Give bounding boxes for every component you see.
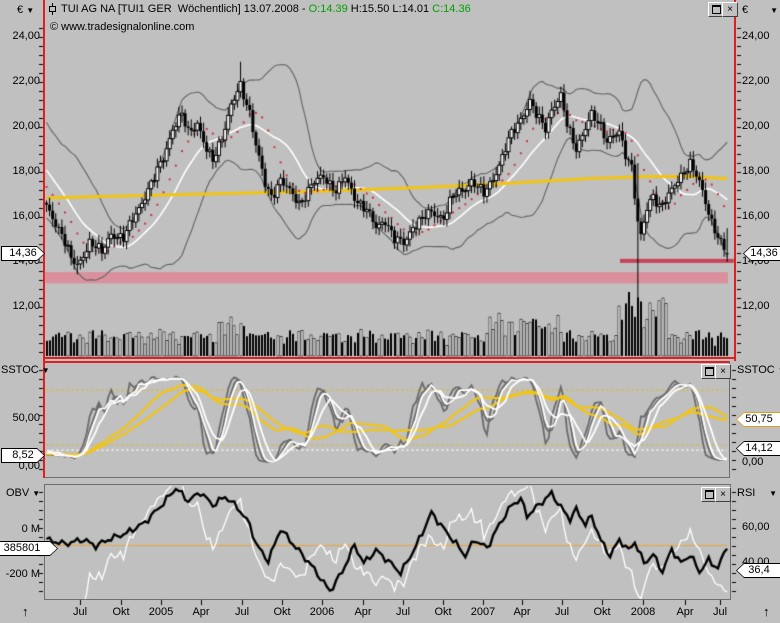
chevron-down-icon: ▼	[32, 489, 41, 498]
open-value: O:14.39	[308, 3, 348, 15]
stoch-marker-gray: 8,52	[1, 448, 45, 463]
price-marker-right: 14,36	[743, 246, 780, 261]
close-icon: ×	[727, 3, 733, 15]
stoch-panel-label-left[interactable]: SSTOC ▼	[1, 364, 50, 376]
chart-title-text: TUI AG NA [TUI1 GER Wöchentlich] 13.07.2…	[61, 3, 471, 15]
rsi-panel-label[interactable]: RSI ▼	[737, 487, 777, 499]
main-close-button[interactable]: ×	[722, 2, 738, 17]
chart-title-bar: TUI AG NA [TUI1 GER Wöchentlich] 13.07.2…	[45, 1, 735, 17]
obv-panel-label[interactable]: OBV ▼	[6, 487, 41, 499]
chevron-down-icon: ▼	[769, 489, 777, 498]
chevron-down-icon: ▼	[778, 366, 780, 375]
close-value: C:14.36	[432, 3, 471, 15]
close-icon: ×	[720, 365, 726, 377]
price-marker-left: 14,36	[1, 246, 45, 261]
obv-marker: 385801	[0, 541, 58, 556]
chevron-down-icon: ▼	[41, 366, 50, 375]
left-axis-unit-dropdown[interactable]: € ▼	[17, 4, 35, 16]
stoch-maximize-button[interactable]	[701, 364, 717, 379]
stoch-marker-white: 14,12	[736, 441, 780, 456]
chart-window-icon	[49, 3, 56, 15]
scroll-right-arrow[interactable]: ↑	[763, 604, 770, 619]
maximize-icon	[711, 5, 721, 14]
obv-maximize-button[interactable]	[701, 487, 717, 502]
maximize-icon	[704, 367, 714, 376]
copyright-watermark: © www.tradesignalonline.com	[50, 21, 195, 33]
obv-close-button[interactable]: ×	[715, 487, 731, 502]
chevron-down-icon: ▼	[770, 6, 778, 15]
right-axis-unit-dropdown[interactable]: € ▼	[742, 4, 778, 16]
scroll-left-arrow[interactable]: ↑	[22, 604, 29, 619]
maximize-icon	[704, 490, 714, 499]
rsi-marker: 36,4	[736, 563, 780, 578]
stoch-panel-label-right[interactable]: SSTOC ▼	[737, 364, 780, 377]
chevron-down-icon: ▼	[26, 6, 35, 15]
close-icon: ×	[720, 488, 726, 500]
stoch-marker-yellow: 50,75	[736, 412, 780, 427]
stoch-close-button[interactable]: ×	[715, 364, 731, 379]
